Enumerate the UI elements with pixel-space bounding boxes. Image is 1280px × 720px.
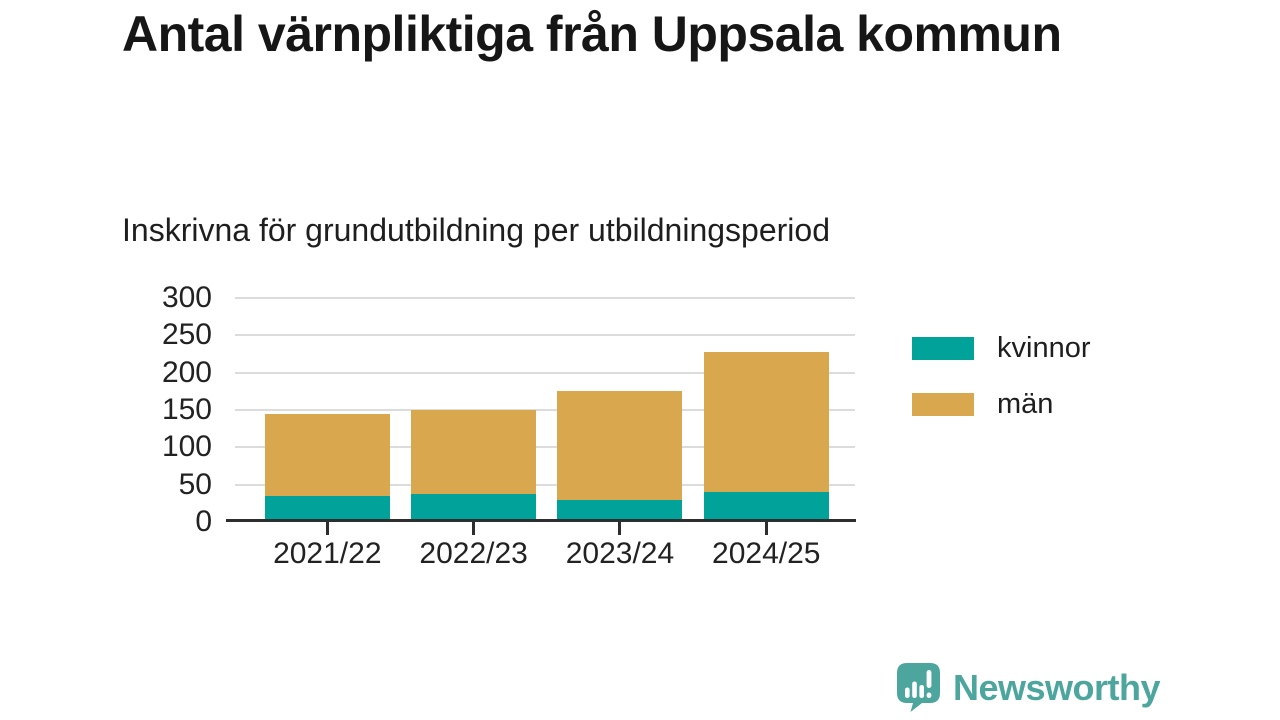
y-axis-label: 50: [178, 467, 212, 501]
gridline-150: [235, 409, 855, 411]
bar-kvinnor-2021/22: [264, 496, 390, 522]
bar-man-2024/25: [703, 352, 829, 492]
gridline-250: [235, 334, 855, 337]
kvinnor-swatch-icon: [912, 337, 974, 360]
bar-man-2021/22: [264, 414, 390, 496]
legend-label: män: [997, 388, 1054, 420]
gridline-300: [235, 297, 855, 299]
chart-legend: kvinnor män: [912, 332, 1091, 444]
x-axis-tick: [325, 522, 329, 535]
legend-item-man: män: [912, 388, 1091, 421]
gridline-50: [235, 483, 855, 486]
y-axis-label: 200: [161, 355, 212, 389]
x-axis-label: 2024/25: [712, 537, 821, 570]
man-swatch-icon: [912, 393, 974, 416]
x-axis-label: 2023/24: [565, 537, 675, 570]
x-axis-label: 2022/23: [419, 537, 528, 570]
chart-title: Antal värnpliktiga från Uppsala kommun: [122, 6, 1062, 62]
x-axis-tick: [764, 522, 768, 535]
newsworthy-branding: Newsworthy: [897, 663, 1161, 712]
chart-subtitle: Inskrivna för grundutbildning per utbild…: [122, 212, 830, 248]
bar-kvinnor-2024/25: [703, 492, 829, 522]
y-axis-label: 300: [161, 281, 212, 314]
legend-label: kvinnor: [997, 332, 1091, 364]
x-axis-line: [226, 519, 856, 522]
x-axis-tick: [472, 522, 476, 535]
gridline-200: [235, 371, 855, 374]
x-axis-label: 2021/22: [273, 537, 382, 570]
x-axis-tick: [618, 522, 622, 535]
bar-man-2022/23: [411, 410, 537, 494]
gridline-100: [235, 446, 855, 449]
bar-kvinnor-2023/24: [557, 500, 683, 522]
newsworthy-wordmark: Newsworthy: [953, 666, 1161, 708]
y-axis-label: 0: [195, 505, 212, 538]
y-axis-label: 250: [161, 318, 212, 352]
y-axis-label: 100: [161, 430, 212, 464]
bar-kvinnor-2022/23: [411, 494, 537, 522]
legend-item-kvinnor: kvinnor: [912, 332, 1091, 365]
bar-man-2023/24: [557, 391, 683, 500]
y-axis-label: 150: [161, 393, 212, 426]
bar-chart-speech-bubble-icon: [897, 663, 940, 712]
